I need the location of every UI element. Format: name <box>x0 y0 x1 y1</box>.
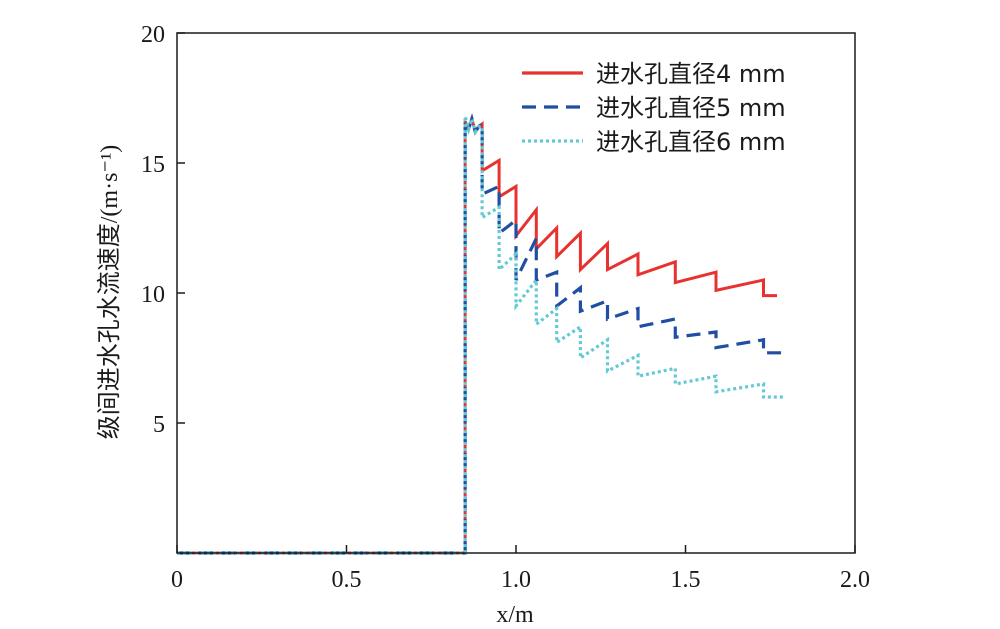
y-tick-label: 10 <box>141 282 165 308</box>
legend-label-3: 进水孔直径6 mm <box>596 128 786 156</box>
axes: 0 0.5 1.0 1.5 2.0 5 10 15 20 <box>141 22 870 593</box>
y-tick-label: 20 <box>141 22 165 48</box>
legend-label-1: 进水孔直径4 mm <box>596 60 786 88</box>
x-tick-label: 0 <box>171 567 183 593</box>
x-axis-label: x/m <box>496 602 534 628</box>
y-tick-label: 5 <box>153 412 165 438</box>
x-tick-label: 2.0 <box>840 567 870 593</box>
y-axis-label: 级间进水孔水流速度/(m·s⁻¹) <box>96 145 123 440</box>
legend: 进水孔直径4 mm 进水孔直径5 mm 进水孔直径6 mm <box>522 60 786 156</box>
y-tick-label: 15 <box>141 152 165 178</box>
x-tick-label: 1.0 <box>501 567 531 593</box>
plot-area <box>177 113 784 555</box>
x-tick-label: 1.5 <box>671 567 701 593</box>
x-tick-label: 0.5 <box>332 567 362 593</box>
series-line-3 <box>177 113 784 555</box>
series-line-2 <box>177 113 784 555</box>
legend-label-2: 进水孔直径5 mm <box>596 94 786 122</box>
